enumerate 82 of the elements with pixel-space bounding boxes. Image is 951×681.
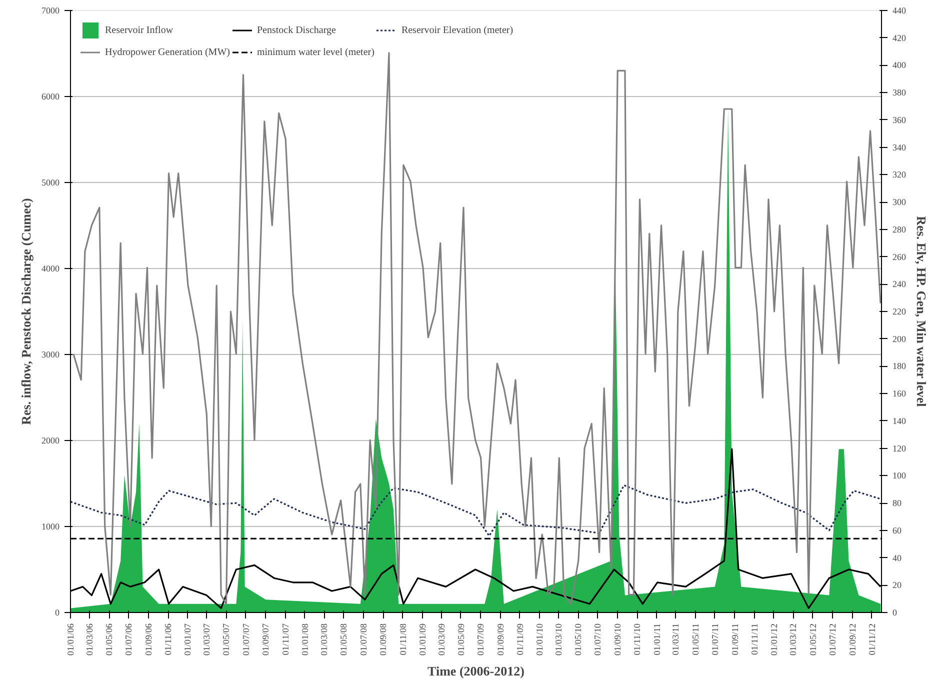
x-tick-label: 01/09/12: [847, 623, 858, 656]
y2-tick-label: 80: [892, 498, 902, 508]
y2-tick-label: 240: [892, 279, 906, 290]
line-series: [70, 484, 882, 537]
x-tick-label: 01/11/10: [632, 623, 642, 656]
x-tick-label: 01/11/09: [514, 623, 525, 656]
y-tick-label: 7000: [42, 6, 60, 16]
x-axis-title: Time (2006-2012): [428, 664, 524, 678]
x-tick-label: 01/01/10: [534, 623, 545, 656]
x-tick-label: 01/05/07: [221, 623, 232, 656]
x-tick-label: 01/05/08: [338, 623, 349, 656]
y-tick-label: 4000: [42, 264, 60, 274]
x-tick-label: 01/03/12: [788, 623, 798, 656]
y-tick-label: 6000: [42, 92, 60, 102]
x-tick-label: 01/07/08: [358, 623, 368, 656]
x-tick-label: 01/11/12: [866, 623, 877, 656]
y2-tick-label: 180: [892, 361, 906, 372]
x-tick-label: 01/09/08: [378, 623, 388, 656]
y-axis-title: Res. inflow, Penstock Discharge (Cumec): [18, 198, 34, 425]
y2-tick-label: 160: [892, 388, 906, 399]
x-tick-label: 01/05/12: [808, 623, 818, 656]
x-tick-label: 01/05/06: [104, 623, 114, 656]
y2-tick-label: 140: [892, 416, 906, 426]
x-tick-label: 01/01/06: [66, 623, 76, 656]
x-tick-label: 01/09/10: [612, 623, 623, 656]
y2-tick-label: 200: [892, 334, 906, 344]
x-tick-label: 01/01/07: [182, 623, 193, 656]
y-tick-label: 2000: [42, 436, 60, 446]
x-tick-label: 01/03/11: [670, 623, 681, 656]
x-tick-label: 01/09/11: [730, 623, 740, 656]
x-tick-label: 01/03/08: [319, 623, 330, 656]
y2-tick-label: 340: [892, 142, 906, 152]
legend-label: Hydropower Generation (MW): [105, 46, 230, 58]
y-tick-label: 1000: [42, 522, 60, 532]
x-tick-label: 01/07/06: [124, 623, 134, 656]
x-tick-label: 01/07/07: [240, 623, 251, 656]
x-tick-label: 01/09/07: [260, 623, 271, 656]
y2-tick-label: 0: [892, 608, 898, 618]
y2-axis-title: Res. Elv, HP. Gen, Min water level: [914, 216, 929, 408]
y2-tick-label: 120: [892, 443, 906, 454]
x-tick-label: 01/05/10: [573, 623, 584, 656]
x-tick-label: 01/05/09: [456, 623, 466, 656]
x-tick-label: 01/01/09: [417, 623, 428, 656]
x-tick-label: 01/07/09: [475, 623, 486, 656]
y-tick-label: 0: [55, 608, 60, 618]
x-tick-label: 01/07/12: [827, 623, 838, 656]
legend-label: Penstock Discharge: [256, 24, 336, 36]
y2-tick-label: 20: [892, 580, 902, 590]
x-tick-label: 01/05/11: [690, 623, 700, 656]
y2-tick-label: 440: [892, 6, 906, 16]
x-tick-label: 01/03/07: [202, 623, 212, 656]
legend-label: Reservoir Inflow: [105, 24, 174, 36]
x-tick-label: 01/07/11: [710, 623, 720, 656]
y2-tick-label: 360: [892, 114, 906, 125]
y2-tick-label: 280: [892, 224, 906, 234]
y2-tick-label: 60: [892, 525, 902, 536]
y2-tick-label: 420: [892, 32, 906, 43]
y2-tick-label: 260: [892, 252, 906, 262]
x-tick-label: 01/03/09: [436, 623, 446, 656]
x-tick-label: 01/11/07: [280, 623, 290, 656]
x-tick-label: 01/03/10: [554, 623, 564, 656]
y2-tick-label: 380: [892, 88, 906, 98]
x-tick-label: 01/03/06: [84, 623, 94, 656]
x-tick-label: 01/01/12: [768, 623, 779, 656]
x-tick-label: 01/09/06: [144, 623, 154, 656]
y2-tick-label: 300: [892, 197, 906, 208]
legend-label: minimum water level (meter): [256, 46, 374, 58]
legend-label: Reservoir Elevation (meter): [401, 24, 514, 36]
x-tick-label: 01/09/09: [495, 623, 506, 656]
x-tick-label: 01/07/10: [592, 623, 603, 656]
y-tick-label: 3000: [42, 350, 60, 360]
y2-tick-label: 100: [892, 470, 906, 481]
y2-tick-label: 40: [892, 552, 902, 563]
y-tick-label: 5000: [42, 178, 60, 188]
y2-tick-label: 220: [892, 306, 906, 316]
y2-tick-label: 320: [892, 170, 906, 180]
x-tick-label: 01/01/11: [652, 623, 662, 656]
x-tick-label: 01/11/06: [163, 623, 174, 656]
x-tick-label: 01/11/11: [749, 623, 760, 655]
x-tick-label: 01/11/08: [398, 623, 408, 656]
x-tick-label: 01/01/08: [300, 623, 310, 656]
y2-tick-label: 400: [892, 60, 906, 70]
